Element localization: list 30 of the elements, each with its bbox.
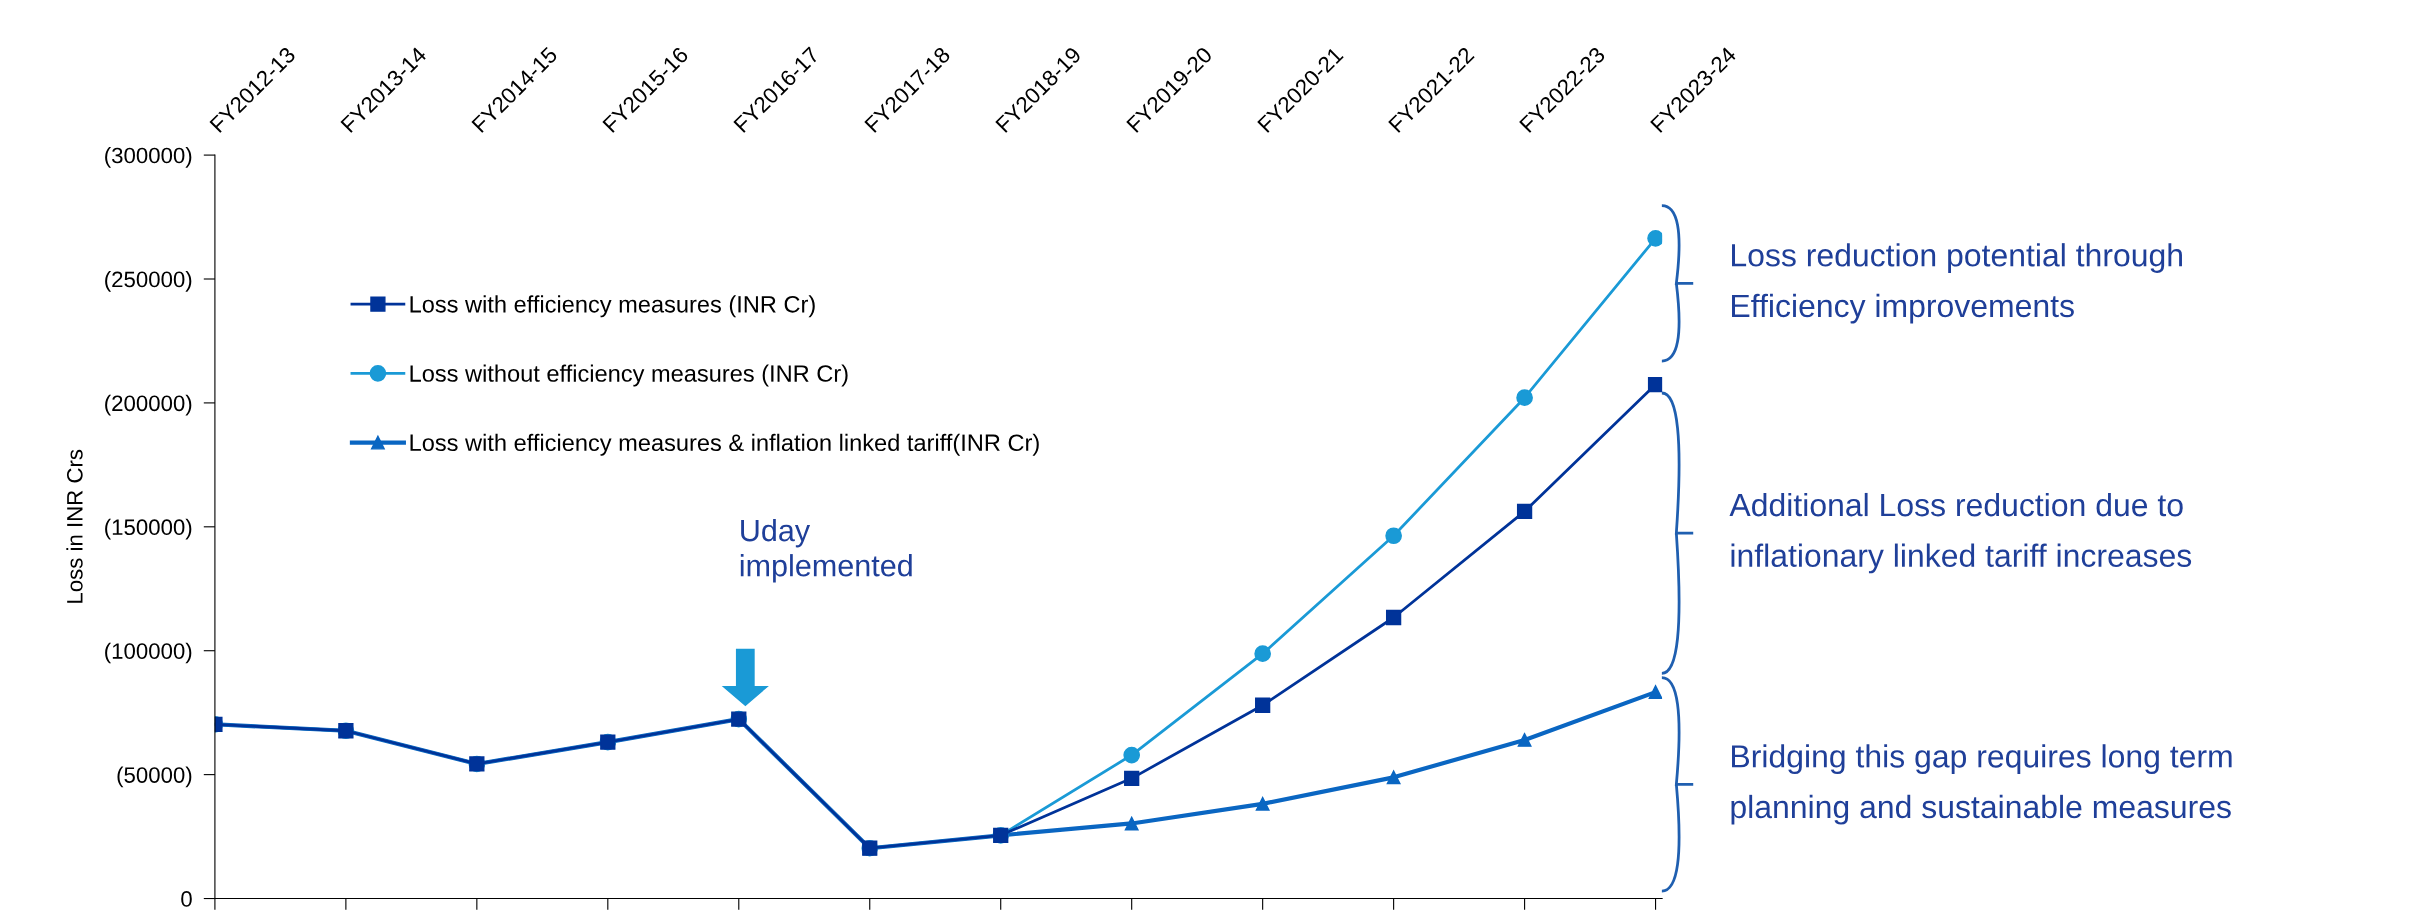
point — [1124, 770, 1140, 786]
point — [1647, 230, 1663, 247]
y-tick-label: (150000) — [105, 518, 192, 540]
point — [1254, 645, 1271, 663]
legend-label: Loss with efficiency measures (INR Cr) — [410, 295, 815, 318]
point — [1386, 770, 1401, 785]
point — [1647, 376, 1663, 393]
point — [1517, 732, 1532, 747]
point — [1385, 527, 1402, 545]
y-axis-title: Loss in INR Crs — [66, 449, 83, 603]
legend-label: Loss without efficiency measures (INR Cr) — [410, 364, 848, 387]
text: Additional Loss reduction due to inflationary linked tariff increases — [1729, 492, 2192, 574]
point — [1255, 796, 1270, 811]
point — [1648, 685, 1663, 700]
text: Bridging this gap requires long term planning and sustainable measures — [1731, 744, 2232, 825]
point — [1516, 389, 1533, 407]
y-tick-label: (200000) — [105, 394, 192, 416]
y-tick-label: (250000) — [105, 270, 192, 292]
legend-label: Loss with efficiency measures & inflation linked tariff(INR Cr) — [410, 433, 1039, 456]
annotation: Uday implemented — [740, 518, 912, 583]
y-tick-label: (50000) — [117, 766, 192, 788]
point — [1123, 746, 1141, 764]
y-tick-label: 0 — [181, 891, 192, 907]
y-tick-label: (300000) — [105, 147, 192, 168]
point — [1516, 503, 1533, 520]
point — [1385, 609, 1402, 626]
point — [1255, 697, 1271, 713]
y-tick-label: (100000) — [105, 642, 192, 664]
text: Loss reduction potential through Efficiency improvements — [1732, 243, 2182, 324]
point — [1124, 816, 1139, 831]
